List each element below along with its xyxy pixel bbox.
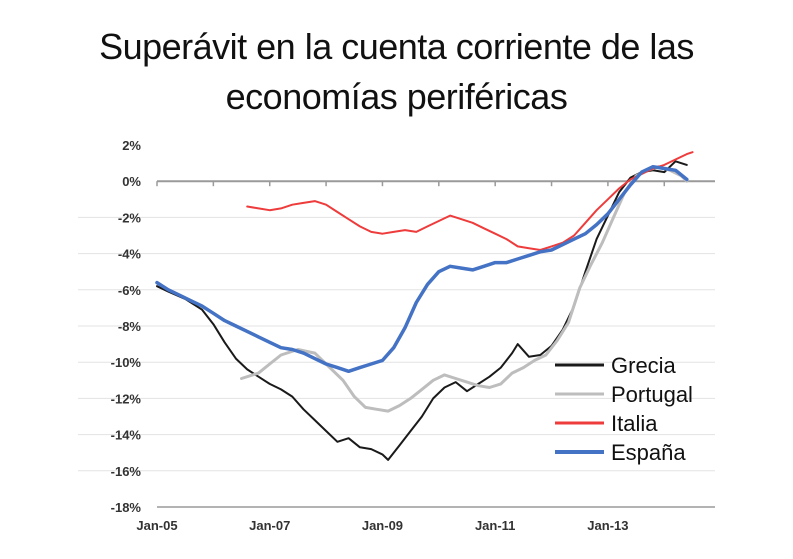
y-tick-label-1: 0% (122, 174, 141, 189)
series-line-españa (155, 164, 689, 374)
series-line-grecia (156, 160, 688, 461)
series-layer (155, 151, 694, 461)
x-tick-label-0: Jan-05 (136, 518, 177, 533)
legend-label-0: Grecia (611, 353, 677, 378)
legend-label-3: España (611, 440, 686, 465)
x-tick-label-3: Jan-11 (475, 518, 515, 533)
series-line-portugal (240, 165, 689, 413)
grid-layer (78, 216, 715, 472)
y-tick-label-8: -14% (111, 428, 142, 443)
x-tick-label-1: Jan-07 (249, 518, 290, 533)
chart-title-line-1: Superávit en la cuenta corriente de las (99, 26, 694, 67)
chart-title: Superávit en la cuenta corriente de las … (0, 22, 793, 122)
axis-layer: 2% 0% -2% -4% -6% -8% -10% -12% -14% -16% -18% Jan-… (111, 138, 715, 533)
legend-label-2: Italia (611, 411, 658, 436)
chart-title-line-2: economías periféricas (225, 76, 568, 117)
legend: Grecia Portugal Italia España (555, 353, 693, 465)
y-tick-label-7: -12% (111, 391, 142, 406)
series-line-italia (246, 151, 694, 251)
y-tick-label-3: -4% (118, 247, 142, 262)
y-tick-label-4: -6% (118, 283, 142, 298)
y-tick-label-6: -10% (111, 355, 142, 370)
x-tick-label-4: Jan-13 (587, 518, 628, 533)
y-tick-label-9: -16% (111, 464, 142, 479)
y-tick-label-2: -2% (118, 210, 142, 225)
x-tick-label-2: Jan-09 (362, 518, 403, 533)
y-tick-label-5: -8% (118, 319, 142, 334)
y-tick-label-0: 2% (122, 138, 141, 153)
legend-label-1: Portugal (611, 382, 693, 407)
y-tick-label-10: -18% (111, 500, 142, 515)
